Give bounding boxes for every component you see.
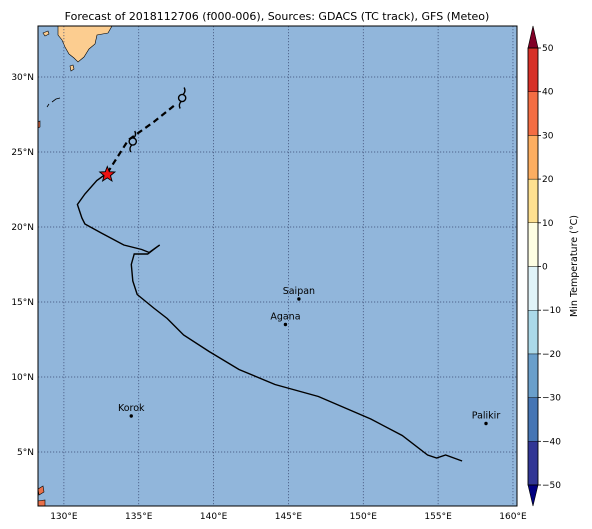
latitude-tick-label: 5°N (17, 448, 34, 458)
colorbar-band (527, 266, 539, 311)
latitude-tick-label: 15°N (11, 298, 34, 308)
city-label: Agana (270, 312, 300, 323)
latitude-tick-label: 10°N (11, 373, 34, 383)
colorbar-tick-label: 0 (542, 263, 548, 273)
colorbar-tick-label: 30 (542, 131, 554, 141)
city-markers: Saipan Agana Korok Palikir (118, 286, 501, 426)
cyclone-track (76, 87, 463, 462)
island-small-3 (51, 97, 61, 103)
colorbar-band (527, 135, 539, 180)
japan-kyushu-landmass (57, 25, 113, 63)
colorbar-band (527, 441, 539, 486)
longitude-tick-label: 150°E (350, 512, 378, 522)
colorbar-band (527, 91, 539, 136)
colorbar-under-extension (527, 484, 539, 507)
colorbar-tick-label: −40 (542, 437, 561, 447)
graticule (38, 26, 517, 506)
colorbar-tick-label: −10 (542, 306, 561, 316)
latitude-tick-label: 25°N (11, 148, 34, 158)
longitude-tick-label: 140°E (200, 512, 228, 522)
forecast-track-line (106, 103, 177, 174)
map-title: Forecast of 2018112706 (f000-006), Sourc… (65, 10, 490, 23)
colorbar-tick-label: 20 (542, 175, 554, 185)
longitude-tick-label: 160°E (499, 512, 527, 522)
colorbar-label: Min Temperature (°C) (569, 215, 580, 317)
longitude-tick-label: 130°E (50, 512, 78, 522)
city-dot (297, 297, 301, 301)
colorbar: −50 −40 −30 −20 −10 0 10 20 30 40 50 (527, 25, 561, 507)
colorbar-over-extension (527, 25, 539, 49)
island-small-1 (69, 64, 75, 72)
colorbar-tick-label: 40 (542, 88, 554, 98)
current-position-star-icon (98, 165, 117, 183)
longitude-tick-label: 145°E (275, 512, 303, 522)
island-small-4 (46, 103, 50, 108)
map-frame (37, 25, 518, 507)
land-areas (37, 25, 113, 507)
city-label: Palikir (472, 411, 501, 422)
longitude-tick-label: 135°E (125, 512, 153, 522)
city-label: Korok (118, 403, 145, 414)
colorbar-band (527, 397, 539, 442)
colorbar-band (527, 222, 539, 267)
observed-track-line (76, 172, 463, 462)
city-dot (129, 414, 133, 418)
colorbar-tick-label: 10 (542, 219, 554, 229)
colorbar-band (527, 310, 539, 355)
latitude-tick-label: 20°N (11, 223, 34, 233)
latitude-axis: 5°N 10°N 15°N 20°N 25°N 30°N (11, 73, 34, 458)
latitude-tick-label: 30°N (11, 73, 34, 83)
city-label: Saipan (283, 286, 315, 297)
colorbar-tick-label: 50 (542, 44, 554, 54)
city-dot (283, 322, 288, 327)
cyclone-symbol-icon (128, 130, 138, 153)
longitude-axis: 130°E 135°E 140°E 145°E 150°E 155°E 160°E (50, 512, 527, 522)
colorbar-band (527, 178, 539, 224)
colorbar-tick-label: −20 (542, 350, 561, 360)
city-dot (484, 421, 488, 426)
longitude-tick-label: 155°E (424, 512, 452, 522)
colorbar-tick-label: −30 (542, 394, 561, 404)
colorbar-tick-label: −50 (542, 481, 561, 491)
colorbar-band (527, 47, 539, 92)
cyclone-symbol-icon (177, 87, 187, 109)
island-small-2 (42, 30, 50, 37)
ocean (38, 26, 517, 506)
colorbar-band (527, 353, 539, 398)
